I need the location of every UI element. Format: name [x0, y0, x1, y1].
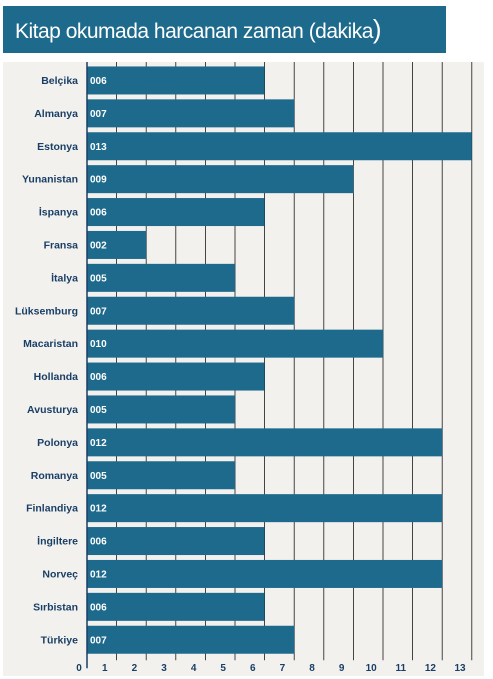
- category-label: Türkiye: [41, 634, 79, 646]
- chart-title-text: Kitap okumada harcanan zaman (dakika): [15, 14, 382, 44]
- x-tick-label: 11: [396, 663, 407, 674]
- bar-value-label: 002: [90, 240, 107, 251]
- bar: [87, 66, 265, 95]
- category-label: İtalya: [51, 271, 78, 284]
- bar: [87, 165, 354, 194]
- category-label: Almanya: [34, 108, 78, 120]
- bar: [87, 263, 235, 292]
- x-tick-label: 6: [250, 663, 256, 674]
- bar-value-label: 012: [90, 569, 107, 580]
- bar-value-label: 010: [90, 339, 107, 350]
- bar: [87, 625, 295, 654]
- bar-value-label: 006: [90, 76, 107, 87]
- bar-value-label: 005: [90, 405, 107, 416]
- bar: [87, 99, 295, 128]
- x-tick-label: 0: [76, 663, 82, 674]
- bar: [87, 494, 443, 523]
- category-label: Yunanistan: [22, 174, 78, 186]
- bar-value-label: 006: [90, 537, 107, 548]
- bar: [87, 559, 443, 588]
- bar-value-label: 006: [90, 372, 107, 383]
- category-label: Romanya: [31, 470, 78, 482]
- bar-value-label: 006: [90, 208, 107, 219]
- bar-value-label: 007: [90, 306, 107, 317]
- bar: [87, 592, 265, 621]
- bar: [87, 395, 235, 424]
- bar-value-label: 005: [90, 273, 107, 284]
- bar-value-label: 007: [90, 109, 107, 120]
- bar-value-label: 013: [90, 142, 107, 153]
- category-label: İspanya: [39, 206, 78, 219]
- category-label: Finlandiya: [26, 503, 78, 515]
- category-label: Norveç: [42, 568, 78, 580]
- x-tick-label: 12: [425, 663, 437, 674]
- category-label: Avusturya: [27, 404, 78, 416]
- x-tick-label: 9: [339, 663, 345, 674]
- bar: [87, 428, 443, 457]
- bar: [87, 527, 265, 556]
- x-tick-label: 2: [132, 663, 138, 674]
- category-label: Fransa: [44, 239, 79, 251]
- category-label: Belçika: [41, 75, 78, 87]
- bar-value-label: 005: [90, 471, 107, 482]
- bar-value-label: 007: [90, 635, 107, 646]
- x-tick-label: 13: [454, 663, 466, 674]
- category-label: Macaristan: [23, 338, 78, 350]
- x-tick-label: 4: [191, 663, 197, 674]
- bar: [87, 296, 295, 325]
- x-tick-label: 10: [366, 663, 378, 674]
- category-label: Lüksemburg: [15, 305, 78, 317]
- category-label: Hollanda: [34, 371, 78, 383]
- chart-title-paren: ): [372, 14, 382, 44]
- bar: [87, 230, 147, 259]
- bar: [87, 362, 265, 391]
- bar: [87, 198, 265, 227]
- bar-value-label: 006: [90, 602, 107, 613]
- category-label: İngiltere: [37, 535, 78, 548]
- bar-value-label: 009: [90, 175, 107, 186]
- category-label: Polonya: [37, 437, 78, 449]
- x-tick-label: 1: [102, 663, 108, 674]
- category-label: Estonya: [37, 141, 78, 153]
- x-tick-label: 7: [280, 663, 286, 674]
- bar: [87, 329, 383, 358]
- bar-value-label: 012: [90, 438, 107, 449]
- x-tick-label: 5: [220, 663, 226, 674]
- bar: [87, 132, 472, 161]
- category-label: Sırbistan: [33, 601, 78, 613]
- bar-value-label: 012: [90, 504, 107, 515]
- x-tick-label: 3: [161, 663, 167, 674]
- bar: [87, 461, 235, 490]
- x-tick-label: 8: [309, 663, 315, 674]
- chart-title: Kitap okumada harcanan zaman (dakika): [3, 6, 446, 53]
